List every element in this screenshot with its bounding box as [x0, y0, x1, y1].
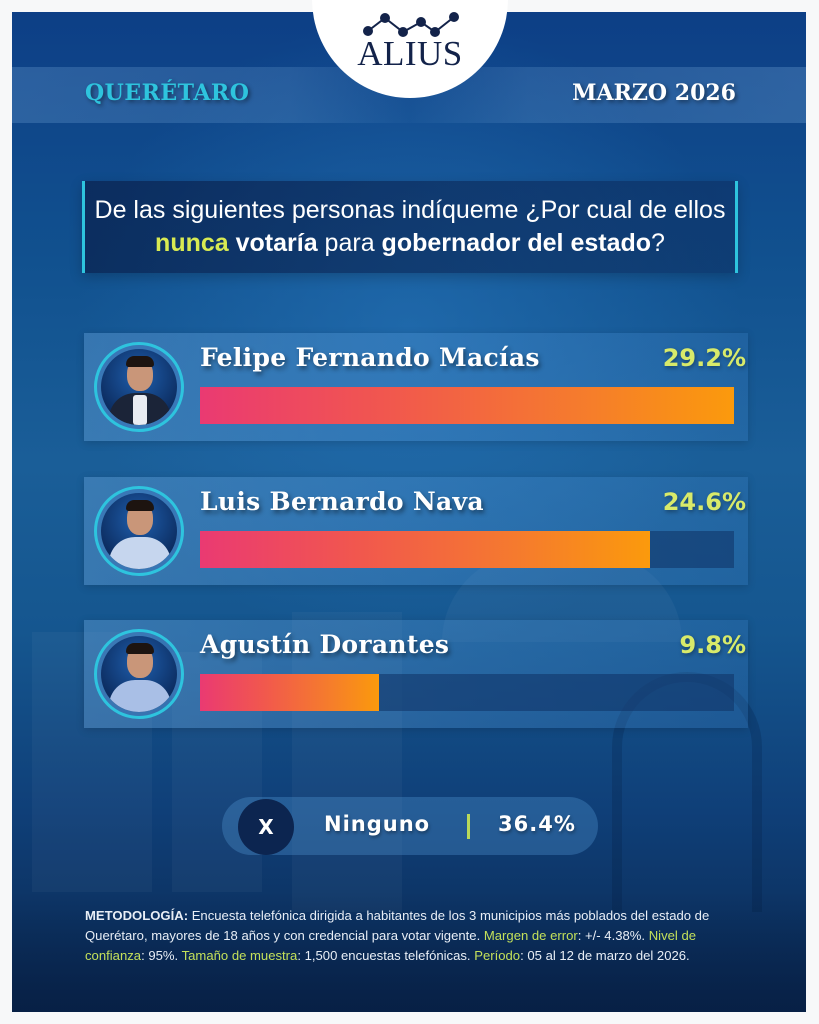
avatar-photo [101, 349, 177, 425]
line-chart-dots-icon [363, 12, 459, 37]
question-text: De las siguientes personas indíqueme ¿Po… [85, 194, 735, 260]
candidate-percent: 29.2% [662, 344, 746, 372]
none-label: Ninguno [324, 812, 431, 836]
question-highlight: nunca [155, 229, 229, 257]
question-part: De las siguientes personas indíqueme ¿Po… [94, 196, 726, 224]
bar-track [200, 387, 734, 424]
bar-track [200, 531, 734, 568]
person-shirt-body [109, 537, 171, 569]
person-hair [126, 500, 154, 511]
candidate-name: Felipe Fernando Macías [200, 343, 540, 372]
confidence-value: : 95%. [141, 948, 182, 963]
candidate-card: Luis Bernardo Nava 24.6% [84, 477, 748, 585]
separator [467, 814, 470, 839]
bar-fill [200, 674, 380, 711]
methodology-note: METODOLOGÍA: Encuesta telefónica dirigid… [85, 906, 745, 966]
logo-text: ALIUS [357, 34, 463, 73]
brand-logo: ALIUS [355, 10, 465, 76]
period-value: : 05 al 12 de marzo del 2026. [520, 948, 690, 963]
date-title: MARZO 2026 [572, 80, 736, 106]
methodology-text: Encuesta telefónica dirigida a habitante… [85, 908, 710, 943]
avatar [94, 486, 184, 576]
none-percent: 36.4% [498, 812, 576, 836]
question-space [229, 229, 236, 257]
candidate-card: Agustín Dorantes 9.8% [84, 620, 748, 728]
avatar [94, 342, 184, 432]
none-option-pill: X Ninguno 36.4% [222, 797, 598, 855]
margin-label: Margen de error [483, 928, 578, 943]
person-shirt [133, 395, 147, 425]
bar-fill [200, 531, 650, 568]
avatar-photo [101, 636, 177, 712]
bar-fill [200, 387, 734, 424]
sample-value: : 1,500 encuestas telefónicas. [297, 948, 475, 963]
candidate-percent: 24.6% [662, 488, 746, 516]
question-bold: votaría [235, 229, 318, 257]
avatar [94, 629, 184, 719]
candidate-percent: 9.8% [679, 631, 746, 659]
sample-label: Tamaño de muestra [181, 948, 298, 963]
candidate-name: Agustín Dorantes [200, 630, 450, 659]
person-hair [126, 356, 154, 367]
question-bold: gobernador del estado [381, 229, 652, 257]
candidate-name: Luis Bernardo Nava [200, 487, 484, 516]
question-box: De las siguientes personas indíqueme ¿Po… [82, 181, 738, 273]
question-part: para [317, 229, 382, 257]
person-shirt-body [109, 680, 171, 712]
region-title: QUERÉTARO [85, 80, 250, 106]
poster-frame: QUERÉTARO MARZO 2026 De las siguientes p… [12, 12, 806, 1012]
confidence-label: Nivel de confianza [85, 928, 697, 963]
person-hair [126, 643, 154, 654]
question-part: ? [651, 229, 665, 257]
margin-value: : +/- 4.38%. [577, 928, 649, 943]
bar-track [200, 674, 734, 711]
methodology-label: METODOLOGÍA: [85, 908, 189, 923]
avatar-photo [101, 493, 177, 569]
x-icon: X [238, 799, 294, 855]
candidate-card: Felipe Fernando Macías 29.2% [84, 333, 748, 441]
period-label: Período [474, 948, 521, 963]
background-shade [12, 892, 806, 1012]
